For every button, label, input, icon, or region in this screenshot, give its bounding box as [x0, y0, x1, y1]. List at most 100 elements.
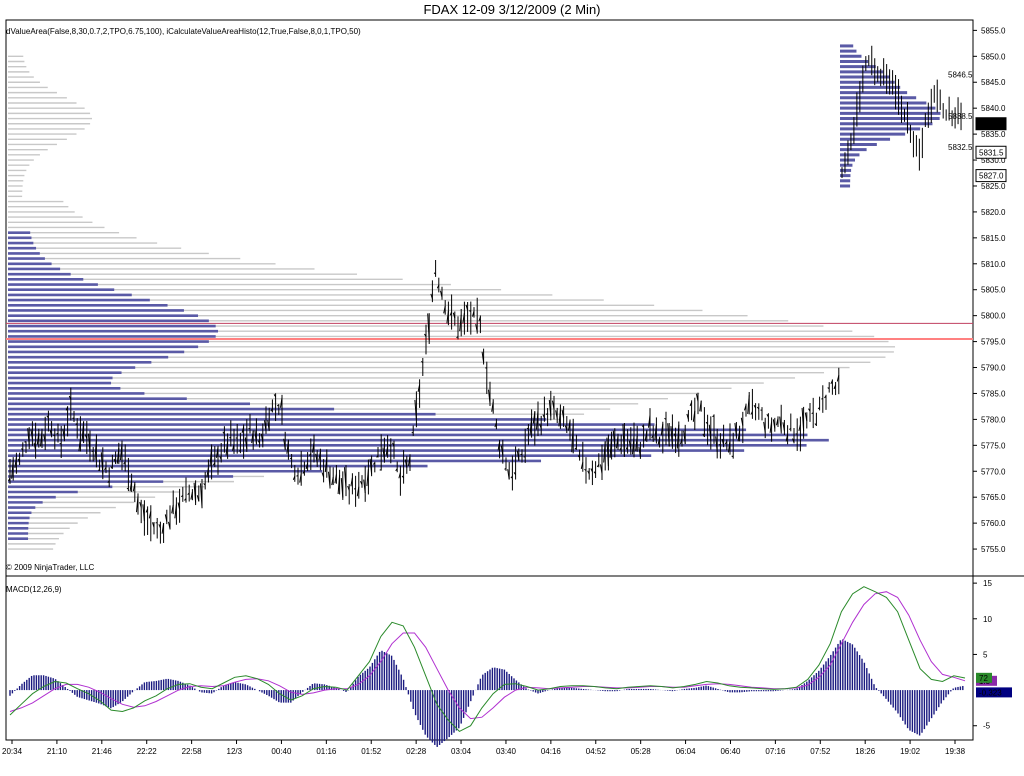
ohlc-tick: [238, 449, 241, 452]
ohlc-tick: [88, 433, 91, 454]
ohlc-tick: [446, 310, 449, 324]
ohlc-tick: [296, 475, 299, 477]
ohlc-tick: [577, 455, 580, 458]
ohlc-tick: [491, 401, 494, 412]
ohlc-tick: [81, 421, 85, 442]
ohlc-tick: [702, 433, 705, 437]
macd-y-tick-label: 15: [983, 579, 992, 588]
ohlc-tick: [404, 459, 408, 468]
ohlc-tick: [398, 472, 401, 479]
ohlc-tick: [356, 486, 360, 497]
ohlc-tick: [817, 407, 820, 410]
ohlc-tick: [414, 399, 417, 420]
ohlc-tick: [212, 462, 216, 466]
price-markers: 5837.0 5831.5 5827.0 5846.5 5838.5 5832.5: [948, 70, 1007, 183]
price-marker-box: [975, 145, 1007, 159]
macd-axis: 15 10 5 -5: [973, 579, 992, 731]
ohlc-tick: [21, 448, 24, 451]
ohlc-tick: [174, 504, 177, 519]
ohlc-tick: [152, 522, 155, 528]
ohlc-tick: [580, 462, 584, 470]
ohlc-tick: [171, 504, 174, 514]
ohlc-tick: [97, 469, 100, 472]
ohlc-tick: [104, 467, 107, 471]
ohlc-tick: [203, 483, 206, 486]
ohlc-tick: [683, 430, 686, 444]
ohlc-tick: [46, 415, 49, 419]
ohlc-tick: [36, 432, 40, 445]
ohlc-tick: [651, 434, 654, 439]
ohlc-tick: [680, 438, 683, 445]
ohlc-tick: [241, 426, 245, 434]
ohlc-tick: [443, 305, 446, 314]
ohlc-tick: [395, 468, 398, 472]
ohlc-tick: [421, 360, 424, 363]
x-tick-label: 22:58: [182, 747, 203, 756]
copyright-label: © 2009 NinjaTrader, LLC: [6, 563, 95, 572]
ohlc-tick: [472, 310, 475, 317]
ohlc-tick: [286, 440, 289, 454]
ohlc-tick: [596, 464, 600, 468]
ohlc-tick: [564, 425, 568, 431]
ohlc-tick: [686, 413, 689, 420]
ohlc-tick: [590, 468, 593, 472]
ohlc-tick: [536, 409, 539, 430]
ohlc-tick: [520, 453, 523, 456]
ohlc-tick: [187, 492, 190, 496]
ohlc-tick: [772, 419, 776, 429]
ohlc-tick: [836, 375, 840, 382]
ohlc-tick: [436, 284, 440, 289]
ohlc-tick: [475, 324, 478, 332]
ohlc-tick: [347, 485, 350, 491]
ohlc-tick: [705, 421, 708, 425]
ohlc-tick: [232, 443, 235, 451]
y-tick-label: 5855.0: [981, 26, 1006, 35]
ohlc-tick: [574, 447, 577, 450]
y-tick-label: 5785.0: [981, 389, 1006, 398]
y-tick-label: 5780.0: [981, 415, 1006, 424]
ohlc-tick: [270, 408, 273, 412]
ohlc-tick: [667, 423, 670, 447]
ohlc-tick: [68, 395, 72, 400]
ohlc-tick: [734, 422, 737, 437]
ohlc-tick: [459, 314, 462, 332]
ohlc-tick: [113, 458, 117, 463]
ohlc-tick: [561, 409, 565, 419]
ohlc-tick: [244, 437, 248, 450]
ohlc-tick: [830, 380, 833, 385]
y-tick-label: 5760.0: [981, 519, 1006, 528]
x-tick-label: 03:40: [496, 747, 517, 756]
ohlc-tick: [721, 438, 725, 446]
ohlc-tick: [555, 410, 558, 419]
signal-line: [9, 591, 966, 720]
macd-lines: [9, 586, 966, 733]
ohlc-tick: [280, 397, 283, 408]
ohlc-tick: [401, 475, 404, 479]
ohlc-tick: [488, 389, 491, 404]
y-tick-label: 5805.0: [981, 286, 1006, 295]
ohlc-tick: [385, 446, 389, 456]
ohlc-tick: [100, 452, 104, 475]
ohlc-tick: [107, 480, 110, 483]
value-area-profile: [8, 231, 829, 540]
x-tick-label: 22:22: [137, 747, 158, 756]
price-marker-box: [975, 169, 1007, 183]
ohlc-tick: [676, 424, 680, 449]
ohlc-tick: [548, 399, 552, 417]
y-tick-label: 5800.0: [981, 312, 1006, 321]
ohlc-tick: [315, 453, 318, 463]
macd-histogram: [9, 639, 964, 747]
ohlc-tick: [507, 469, 510, 480]
price-axis: 5855.0 5850.0 5845.0 5840.0 5835.0 5830.0 5825…: [973, 26, 1006, 554]
x-tick-label: 04:52: [586, 747, 607, 756]
ohlc-tick: [744, 404, 747, 411]
ohlc-tick: [606, 437, 609, 467]
ohlc-tick: [222, 431, 225, 435]
time-axis: 20:34 21:10 21:46 22:22 22:58 12/3 00:40 01:16 0…: [2, 740, 966, 756]
ohlc-tick: [724, 441, 728, 445]
ohlc-tick: [257, 440, 261, 444]
ohlc-tick: [814, 423, 817, 426]
ohlc-tick: [504, 468, 507, 470]
price-indicator-label: dValueArea(False,8,30,0.7,2,TPO,6.75,100…: [6, 27, 361, 36]
